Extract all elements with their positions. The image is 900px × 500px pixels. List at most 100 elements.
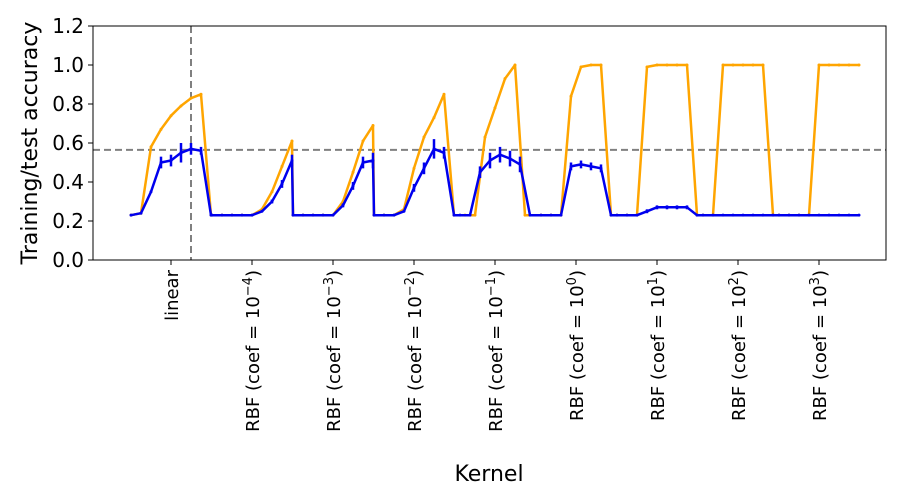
data-point xyxy=(837,63,841,67)
data-point xyxy=(751,213,755,217)
data-point xyxy=(301,213,305,217)
data-point xyxy=(615,213,619,217)
x-tick-label-exponent: −2 xyxy=(403,277,418,296)
data-point xyxy=(159,161,163,164)
data-point xyxy=(412,186,416,190)
data-point xyxy=(442,92,446,96)
data-point xyxy=(761,63,765,67)
data-point xyxy=(422,135,426,139)
x-tick-label-text: RBF (coef = 10 xyxy=(486,296,507,432)
data-point xyxy=(290,159,294,163)
data-point xyxy=(493,106,497,110)
x-tick-label-text: RBF (coef = 10 xyxy=(729,285,750,421)
data-point xyxy=(569,164,573,168)
x-tick-label-exponent: 0 xyxy=(565,277,580,285)
x-tick-label-text: RBF (coef = 10 xyxy=(567,285,588,421)
data-point xyxy=(569,94,573,98)
x-tick-label: RBF (coef = 10−4) xyxy=(241,270,264,432)
x-tick-label-close: ) xyxy=(567,270,588,277)
data-point xyxy=(513,63,517,67)
data-point xyxy=(599,166,603,170)
x-tick-label-text: RBF (coef = 10 xyxy=(648,285,669,421)
x-tick-label: RBF (coef = 10−2) xyxy=(403,270,426,432)
x-tick-label: RBF (coef = 100) xyxy=(565,270,588,421)
x-tick-label: RBF (coef = 102) xyxy=(727,270,750,421)
x-tick-label: RBF (coef = 10−1) xyxy=(484,270,507,432)
data-point xyxy=(847,63,851,67)
x-tick-label-close: ) xyxy=(648,270,669,277)
data-point xyxy=(711,213,715,217)
data-point xyxy=(199,149,203,153)
data-point xyxy=(179,104,183,108)
data-point xyxy=(159,127,163,131)
data-point xyxy=(230,213,234,217)
data-point xyxy=(655,205,659,209)
data-point xyxy=(468,213,472,217)
data-point xyxy=(665,205,669,209)
data-point xyxy=(488,159,492,163)
data-point xyxy=(721,63,725,67)
y-tick-label: 0.2 xyxy=(52,209,84,233)
x-tick-label-exponent: −4 xyxy=(241,277,256,296)
data-point xyxy=(392,213,396,217)
data-point xyxy=(422,166,426,170)
y-tick-label: 0.6 xyxy=(52,131,84,155)
data-point xyxy=(139,211,143,215)
data-point xyxy=(761,213,765,217)
data-point xyxy=(771,213,775,217)
x-tick-label-close: ) xyxy=(729,270,750,277)
data-point xyxy=(675,205,679,209)
data-point xyxy=(412,166,416,170)
data-point xyxy=(741,213,745,217)
data-point xyxy=(189,147,193,151)
series-line-1 xyxy=(130,147,859,217)
x-tick-label-text: RBF (coef = 10 xyxy=(324,296,345,432)
x-tick-label-exponent: 3 xyxy=(808,277,823,285)
data-point xyxy=(361,139,365,143)
data-point xyxy=(199,92,203,96)
y-axis-label: Training/test accuracy xyxy=(18,22,43,266)
x-tick-label-text: RBF (coef = 10 xyxy=(405,296,426,432)
data-point xyxy=(817,213,821,217)
data-point xyxy=(579,65,583,69)
data-point xyxy=(807,213,811,217)
data-point xyxy=(483,135,487,139)
data-point xyxy=(731,213,735,217)
x-tick-label-exponent: 1 xyxy=(646,277,661,285)
data-point xyxy=(442,151,446,155)
x-axis-label: Kernel xyxy=(454,462,523,487)
x-tick-label-close: ) xyxy=(405,270,426,277)
data-point xyxy=(149,190,153,194)
data-point xyxy=(280,164,284,168)
data-point xyxy=(599,63,603,67)
x-tick-label-text: linear xyxy=(162,269,183,321)
data-point xyxy=(321,213,325,217)
data-point xyxy=(701,213,705,217)
data-point xyxy=(473,213,477,217)
data-point xyxy=(351,184,355,188)
x-tick-label-close: ) xyxy=(243,270,264,277)
data-point xyxy=(149,145,153,149)
data-point xyxy=(837,213,841,217)
data-point xyxy=(371,123,375,127)
data-point xyxy=(721,213,725,217)
data-point xyxy=(250,213,254,217)
data-point xyxy=(169,114,173,118)
data-point xyxy=(685,63,689,67)
data-point xyxy=(240,213,244,217)
x-tick-label-exponent: 2 xyxy=(727,277,742,285)
x-tick-label: RBF (coef = 10−3) xyxy=(322,270,345,432)
data-point xyxy=(498,153,502,157)
data-point xyxy=(645,65,649,69)
data-point xyxy=(270,200,274,203)
data-point xyxy=(751,63,755,67)
x-tick-label-close: ) xyxy=(324,270,345,277)
y-tick-label: 0.0 xyxy=(52,248,84,272)
data-point xyxy=(518,162,522,166)
data-point xyxy=(539,213,543,217)
data-point xyxy=(579,162,583,166)
data-point xyxy=(523,213,527,217)
x-tick-label-text: RBF (coef = 10 xyxy=(243,296,264,432)
data-point xyxy=(645,209,649,213)
